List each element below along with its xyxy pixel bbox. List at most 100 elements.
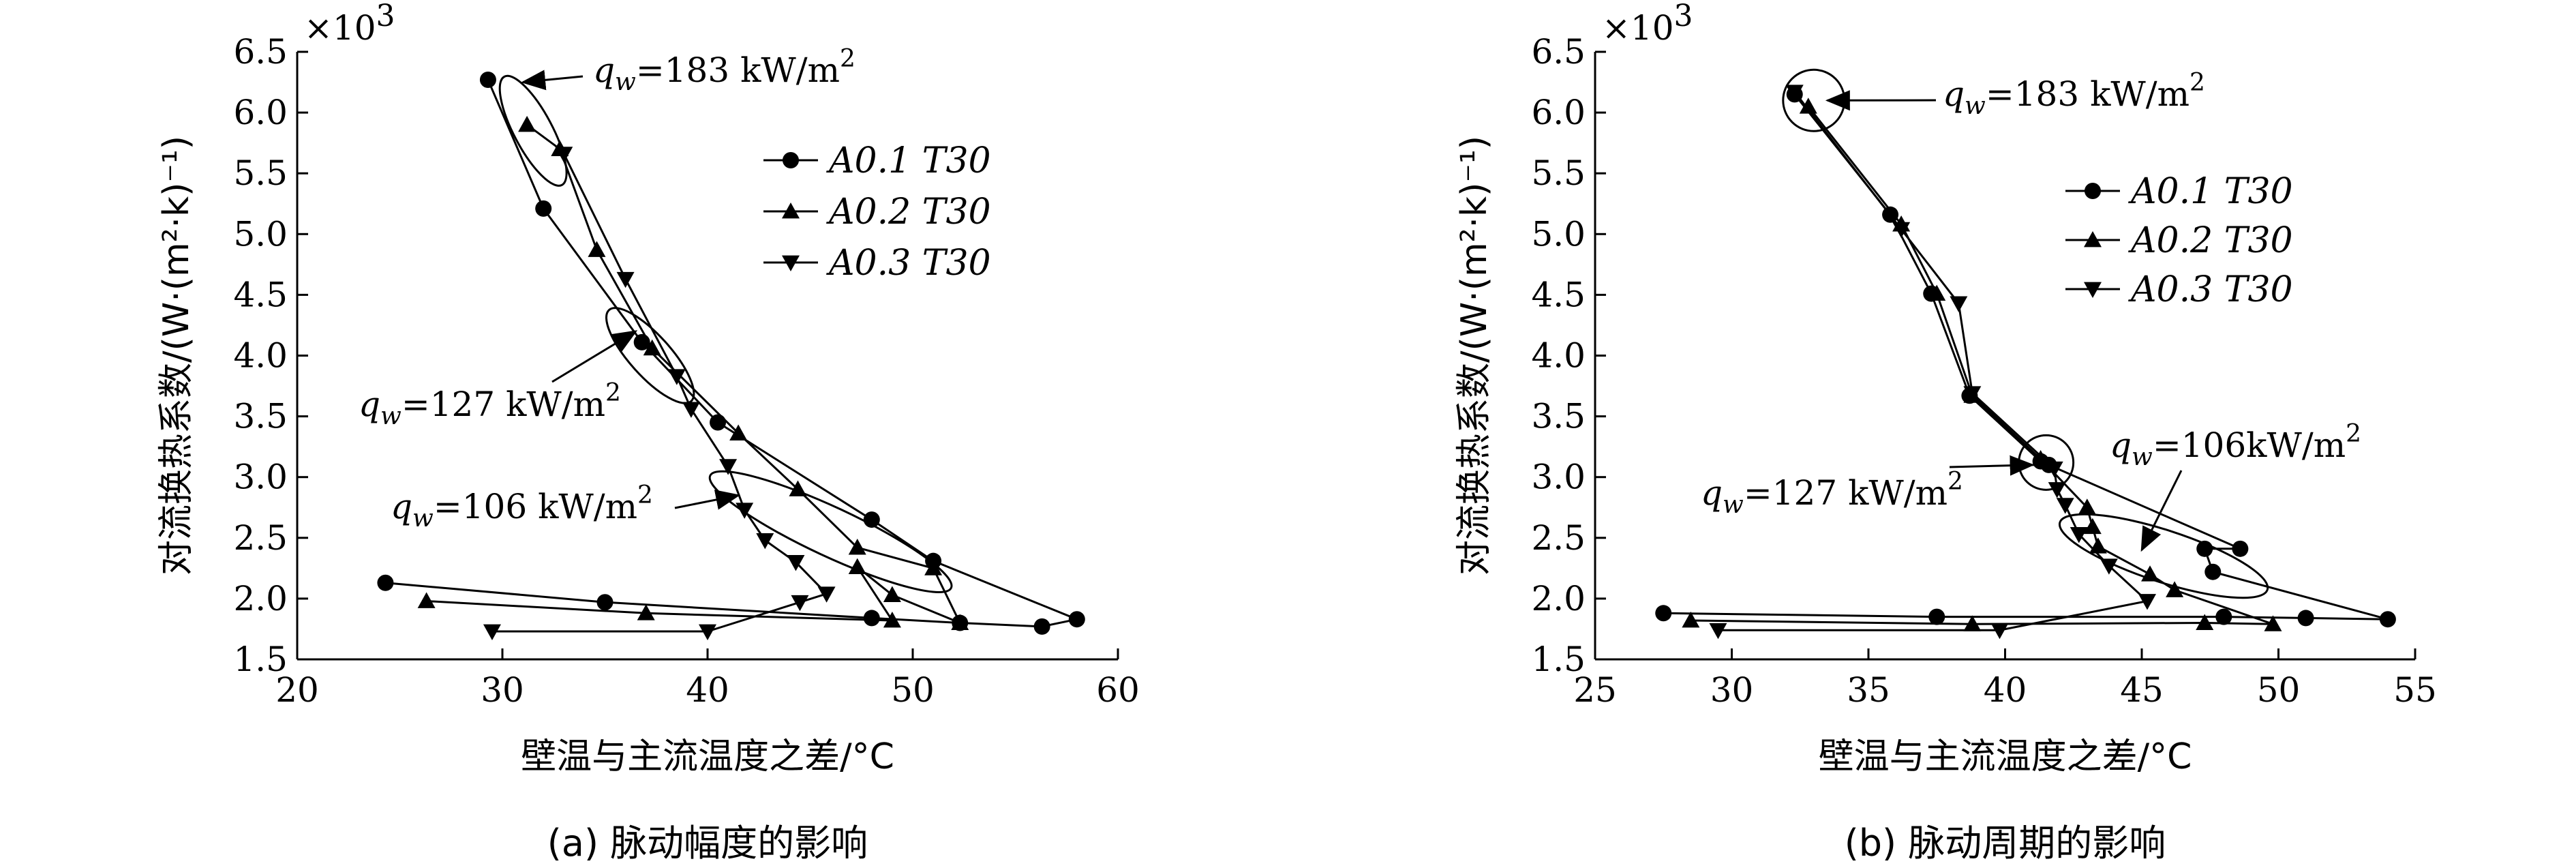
x-tick-label: 50 xyxy=(2257,670,2301,710)
data-point xyxy=(719,459,738,475)
y-tick-label: 2.0 xyxy=(233,579,288,618)
annotation-subscript: w xyxy=(1723,491,1744,519)
annotation-label: qw=106kW/m2 xyxy=(2110,420,2361,471)
data-point xyxy=(699,624,716,641)
data-point xyxy=(2196,614,2214,630)
y-tick-label: 2.5 xyxy=(1531,518,1586,558)
data-point xyxy=(2056,498,2074,514)
y-tick-label: 5.5 xyxy=(233,153,288,193)
y-multiplier-base: ×10 xyxy=(1602,8,1674,48)
data-point xyxy=(2166,581,2184,597)
legend-marker xyxy=(2084,282,2102,298)
data-point xyxy=(1928,608,1945,625)
legend-label: A0.1 T30 xyxy=(826,140,991,181)
legend: A0.1 T30 A0.2 T30 A0.3 T30 xyxy=(2065,171,2293,310)
highlight-ellipse xyxy=(605,307,695,404)
annotation-arrow xyxy=(674,490,741,510)
chart-caption: (a) 脉动幅度的影响 xyxy=(547,822,868,865)
annotation-arrow xyxy=(2140,470,2183,552)
y-tick-label: 4.0 xyxy=(1531,336,1586,376)
annotation-exponent: 2 xyxy=(605,379,621,407)
data-point xyxy=(848,539,866,555)
series-line xyxy=(1663,93,2389,620)
y-tick-label: 2.0 xyxy=(1531,579,1586,618)
x-tick-label: 60 xyxy=(1096,670,1140,710)
annotation-value: =106 kW/m xyxy=(434,487,637,526)
x-tick-label: 40 xyxy=(1984,670,2027,710)
y-tick-label: 3.0 xyxy=(233,458,288,497)
annotation-value: =127 kW/m xyxy=(1744,473,1948,513)
data-point xyxy=(2031,449,2050,466)
y-multiplier-exponent: 3 xyxy=(376,0,395,33)
y-tick-label: 1.5 xyxy=(233,640,288,679)
data-point xyxy=(883,611,901,628)
data-point xyxy=(2078,498,2096,515)
data-point xyxy=(1682,611,1700,628)
data-point xyxy=(2138,594,2157,610)
annotation-exponent: 2 xyxy=(2189,69,2205,97)
x-tick-label: 35 xyxy=(1847,670,1890,710)
annotation-label: qw=183 kW/m2 xyxy=(1943,69,2205,120)
annotation-value: =127 kW/m xyxy=(401,385,605,424)
data-point xyxy=(2297,610,2314,627)
data-point xyxy=(2379,611,2396,628)
y-axis-label: 对流换热系数/(W·(m²·k)⁻¹) xyxy=(1454,136,1495,575)
y-tick-label: 3.5 xyxy=(1531,397,1586,436)
legend-marker xyxy=(782,255,800,271)
series-line xyxy=(492,153,829,633)
data-point xyxy=(951,614,969,630)
data-point xyxy=(787,555,805,571)
chart-caption: (b) 脉动周期的影响 xyxy=(1845,822,2166,865)
data-point xyxy=(2196,540,2213,557)
data-point xyxy=(667,369,686,385)
data-point xyxy=(1799,98,1817,114)
legend-label: A0.1 T30 xyxy=(2128,171,2293,212)
series-3 xyxy=(483,147,836,641)
y-tick-label: 3.5 xyxy=(233,397,288,436)
data-point xyxy=(2141,565,2160,582)
legend-label: A0.2 T30 xyxy=(826,192,991,233)
y-tick-label: 6.5 xyxy=(1531,32,1586,72)
highlight-ellipse xyxy=(708,470,953,594)
legend-marker xyxy=(782,203,800,219)
annotation-symbol: q xyxy=(2110,425,2132,465)
annotation-label: qw=127 kW/m2 xyxy=(359,379,621,430)
data-point xyxy=(596,594,613,611)
y-axis-label: 对流换热系数/(W·(m²·k)⁻¹) xyxy=(156,136,197,575)
annotation-label: qw=106 kW/m2 xyxy=(391,481,653,533)
legend-label: A0.2 T30 xyxy=(2128,220,2293,261)
x-tick-label: 55 xyxy=(2393,670,2437,710)
data-point xyxy=(2100,558,2118,575)
data-point xyxy=(1928,284,1946,301)
chart-panel-a: 1.5 2.0 2.5 3.0 3.5 4.0 4.5 5.0 5.5 6.0 6.5 20 30 40 5… xyxy=(156,0,1140,865)
annotation-exponent: 2 xyxy=(1948,468,1963,496)
series-line xyxy=(385,79,1080,628)
data-point xyxy=(863,511,880,528)
data-point xyxy=(483,624,501,641)
data-point xyxy=(1950,296,1968,312)
data-point xyxy=(588,241,606,257)
data-point xyxy=(791,595,809,612)
data-point xyxy=(1963,615,1982,631)
data-point xyxy=(2215,608,2232,625)
data-point xyxy=(924,559,943,575)
data-point xyxy=(756,533,774,550)
legend-marker xyxy=(783,152,799,168)
data-point xyxy=(682,402,700,418)
annotation-value: =106kW/m xyxy=(2153,425,2346,465)
x-tick-label: 30 xyxy=(481,670,524,710)
y-tick-label: 5.0 xyxy=(1531,214,1586,254)
annotation-subscript: w xyxy=(615,68,636,96)
data-point xyxy=(1068,611,1085,628)
data-point xyxy=(1963,386,1982,402)
data-point xyxy=(637,604,655,620)
series-1 xyxy=(1655,86,2396,628)
y-tick-label: 1.5 xyxy=(1531,640,1586,679)
series-2 xyxy=(1682,98,2282,631)
data-point xyxy=(555,147,573,163)
annotation-symbol: q xyxy=(593,50,615,90)
x-axis-label: 壁温与主流温度之差/°C xyxy=(521,736,894,777)
y-tick-label: 6.0 xyxy=(233,93,288,132)
series-3 xyxy=(1709,85,2157,640)
